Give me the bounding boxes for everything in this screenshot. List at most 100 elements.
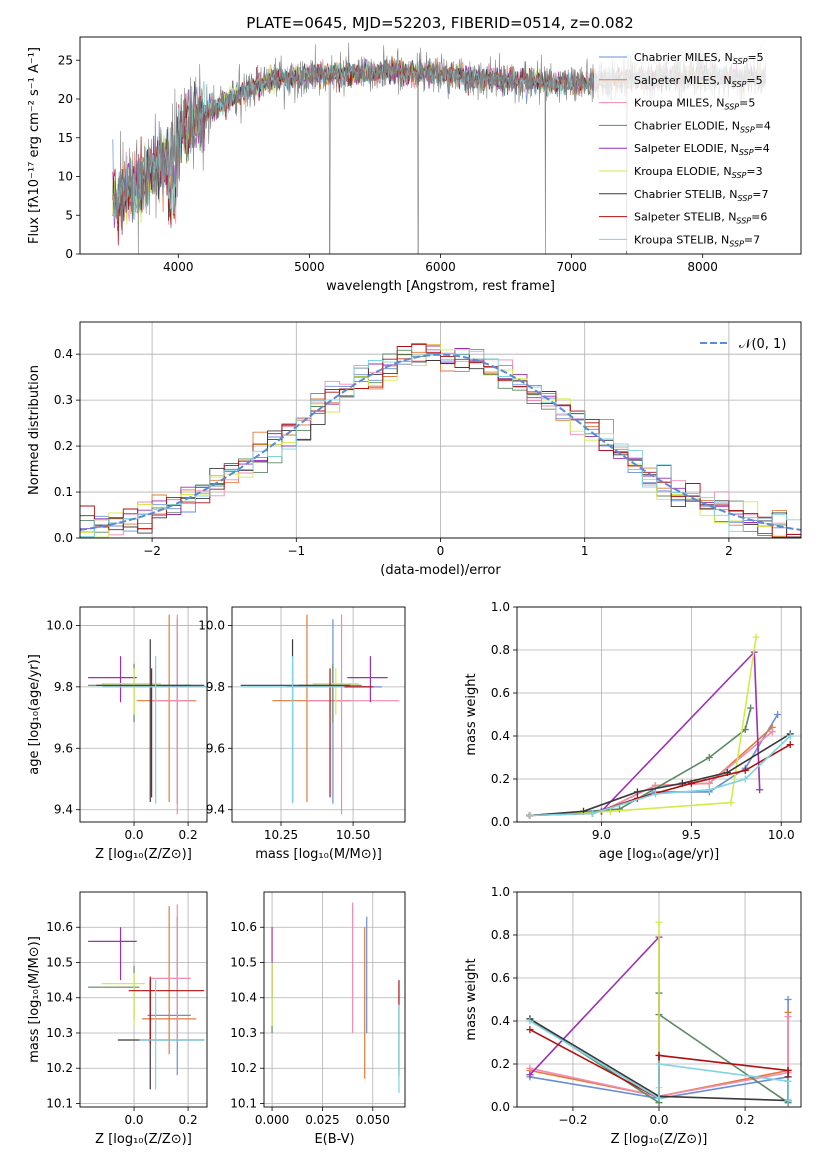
mass-weight-marker — [774, 711, 782, 718]
x-tick-label: 0.000 — [255, 1113, 289, 1127]
legend: Chabrier MILES, NSSP=5 Salpeter MILES, NS… — [594, 45, 797, 251]
error-bar-point — [240, 656, 345, 804]
x-tick-label: 10.0 — [768, 828, 795, 842]
error-bar-point — [102, 668, 206, 798]
y-tick-label: 10.3 — [46, 1026, 73, 1040]
error-bar-point — [101, 973, 145, 1026]
axes-4 — [517, 606, 801, 823]
mass-weight-marker — [633, 788, 641, 796]
x-tick-label: 9.5 — [682, 828, 701, 842]
mass-weight-marker — [705, 786, 713, 794]
mass-weight-line — [529, 743, 791, 817]
error-bar-point — [88, 927, 137, 981]
residual-histogram — [80, 350, 801, 538]
error-bar-point — [150, 904, 191, 1042]
x-tick-label: 5000 — [294, 260, 325, 274]
axes-1 — [80, 322, 801, 539]
axes-frame — [79, 891, 208, 1108]
y-tick-label: 0.4 — [491, 729, 510, 743]
x-tick-label: 6000 — [425, 260, 456, 274]
mass-weight-marker — [705, 754, 713, 761]
y-tick-label: 0.6 — [491, 686, 510, 700]
y-tick-label: 0.0 — [491, 1100, 510, 1114]
x-tick-label: 0.0 — [124, 828, 143, 842]
x-tick-label: 0.2 — [179, 1113, 198, 1127]
mass-weight-line — [529, 733, 791, 817]
axes-frame — [79, 606, 208, 823]
y-tick-label: 9.6 — [54, 741, 73, 755]
error-bar-point — [136, 614, 197, 803]
y-tick-label: 10.2 — [46, 1061, 73, 1075]
error-bar-point — [272, 614, 351, 803]
plot-area-1 — [80, 343, 801, 538]
mass-weight-marker — [606, 807, 614, 815]
frame-4: 9.0 9.5 10.0 0.0 0.2 0.4 0.6 0.8 1.0 age [log₁₀(a… — [464, 600, 802, 862]
x-tick-label: 2 — [725, 544, 733, 558]
x-tick-label: 10.50 — [336, 828, 370, 842]
mass-weight-marker — [526, 1017, 534, 1025]
plot-area-4 — [526, 633, 794, 820]
frame-6: 0.000 0.025 0.050 10.1 10.2 10.3 10.4 10.5 10.6 E… — [230, 891, 406, 1147]
x-tick-label: 4000 — [163, 260, 194, 274]
x-axis-label: mass [log₁₀(M/M⊙)] — [255, 847, 382, 862]
mass-weight-marker — [655, 918, 663, 926]
legend-entry: 𝒩(0, 1) — [739, 337, 786, 352]
legend-entry: Kroupa MILES, NSSP=5 — [634, 97, 755, 112]
y-tick-label: 9.4 — [206, 803, 225, 817]
mass-weight-line — [529, 1016, 789, 1098]
residual-histogram — [80, 344, 801, 538]
x-tick-label: −0.2 — [558, 1113, 587, 1127]
mass-weight-marker — [741, 766, 749, 774]
x-axis-label: wavelength [Angstrom, rest frame] — [326, 279, 555, 294]
mass-weight-marker — [786, 732, 794, 740]
x-tick-label: 0.025 — [305, 1113, 339, 1127]
x-axis-label: Z [log₁₀(Z/Z⊙)] — [611, 1132, 708, 1147]
x-tick-label: 7000 — [556, 260, 587, 274]
mass-weight-marker — [705, 779, 713, 787]
y-axis-label: age [log₁₀(age/yr)] — [27, 654, 42, 775]
mass-weight-line — [529, 636, 757, 817]
x-tick-label: 1 — [581, 544, 589, 558]
y-tick-label: 15 — [58, 131, 73, 145]
error-bar-point — [117, 980, 205, 1090]
x-tick-label: 10.25 — [264, 828, 298, 842]
y-axis-label: mass weight — [464, 673, 479, 755]
y-tick-label: 0.0 — [54, 531, 73, 545]
error-bar-point — [88, 966, 140, 1019]
frame-1: −2 −1 0 1 2 0.0 0.1 0.2 0.3 0.4 (data-model)/error… — [27, 321, 802, 578]
x-axis-label: E(B-V) — [314, 1132, 354, 1147]
y-tick-label: 0.8 — [491, 643, 510, 657]
x-tick-label: 9.0 — [592, 828, 611, 842]
error-bar-point — [139, 980, 205, 1090]
legend-entry: Salpeter ELODIE, NSSP=4 — [634, 142, 770, 157]
error-bar-point — [312, 668, 359, 715]
y-tick-label: 10.1 — [230, 1096, 257, 1110]
mass-weight-marker — [741, 775, 749, 783]
axes-frame — [516, 606, 802, 823]
error-bar-point — [142, 906, 197, 1055]
error-bar-point — [88, 663, 191, 723]
error-bar-point — [150, 614, 191, 815]
x-tick-label: 0.0 — [124, 1113, 143, 1127]
y-tick-label: 1.0 — [491, 600, 510, 614]
y-tick-label: 0.1 — [54, 485, 73, 499]
error-bar-point — [306, 614, 400, 815]
mass-weight-marker — [784, 1097, 792, 1105]
frame-2: 0.0 0.2 9.4 9.6 9.8 10.0 Z [log₁₀(Z/Z⊙)] age [l… — [27, 606, 208, 862]
y-tick-label: 0.2 — [491, 1057, 510, 1071]
residual-histogram — [80, 354, 801, 538]
y-tick-label: 9.4 — [54, 803, 73, 817]
y-tick-label: 25 — [58, 53, 73, 67]
y-tick-label: 0.4 — [54, 347, 73, 361]
legend-entry: Kroupa ELODIE, NSSP=3 — [634, 165, 763, 180]
y-tick-label: 0.2 — [491, 772, 510, 786]
y-tick-label: 0.3 — [54, 393, 73, 407]
mass-weight-marker — [784, 1066, 792, 1074]
y-axis-label: mass weight — [464, 958, 479, 1040]
normal-distribution-curve — [80, 353, 801, 531]
plot-area-7 — [526, 918, 792, 1107]
mass-weight-marker — [655, 1051, 663, 1059]
mass-weight-marker — [727, 799, 735, 807]
y-tick-label: 0.0 — [491, 815, 510, 829]
legend-entry: Chabrier ELODIE, NSSP=4 — [634, 119, 771, 134]
